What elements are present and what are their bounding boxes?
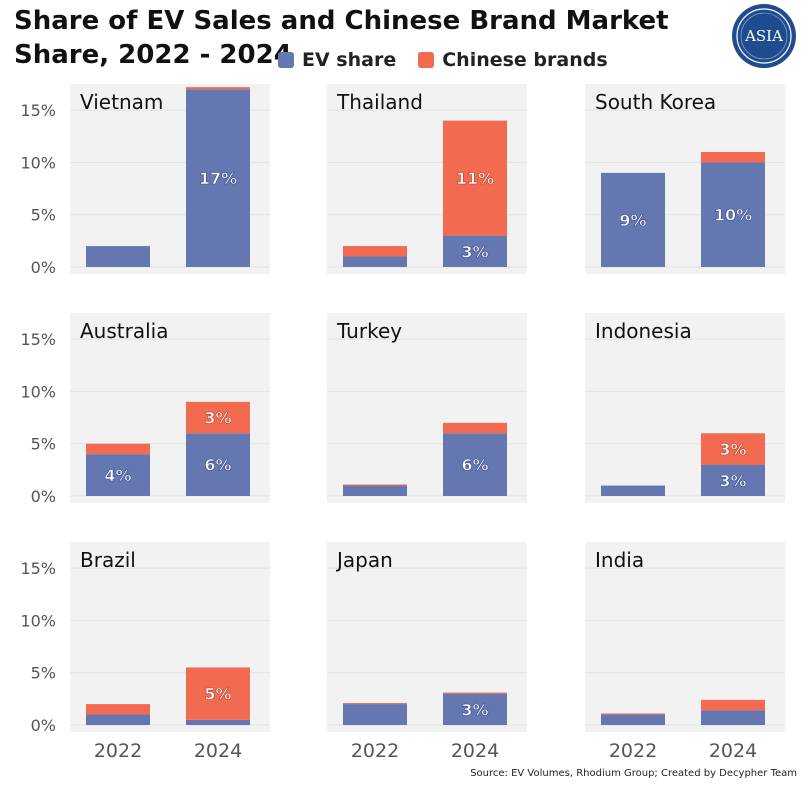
panel-title-turkey: Turkey — [336, 319, 402, 343]
y-tick-label-row2-15: 15% — [20, 559, 56, 578]
legend-swatch-chinese-brands — [418, 52, 435, 68]
legend-item-ev-share: EV share — [278, 49, 396, 71]
bar-chinese-brazil-2024 — [186, 667, 250, 720]
y-tick-label-row0-0: 0% — [31, 258, 56, 277]
panel-title-south-korea: South Korea — [595, 90, 716, 114]
bar-ev-vietnam-2022 — [86, 246, 150, 267]
x-tick-label-brazil-2022: 2022 — [94, 740, 142, 762]
x-tick-label-india-2022: 2022 — [609, 740, 657, 762]
bar-chinese-india-2024 — [701, 699, 765, 711]
data-label-ev-thailand-2024: 3% — [461, 242, 488, 261]
bar-ev-turkey-2022 — [343, 485, 407, 496]
bar-chinese-brazil-2022 — [86, 704, 150, 715]
bar-chinese-japan-2024 — [443, 692, 507, 694]
y-tick-label-row0-5: 5% — [31, 206, 56, 225]
legend-swatch-ev-share — [278, 52, 294, 68]
bar-chinese-thailand-2024 — [443, 120, 507, 236]
bar-chinese-turkey-2022 — [343, 484, 407, 486]
data-label-chinese-brazil-2024: 5% — [204, 685, 231, 704]
bar-ev-brazil-2022 — [86, 714, 150, 725]
bar-ev-india-2024 — [701, 710, 765, 725]
logo-text: ASIA — [744, 27, 783, 45]
asia-logo: ASIA — [732, 4, 796, 68]
legend-label-ev-share: EV share — [302, 49, 397, 71]
x-tick-label-japan-2022: 2022 — [351, 740, 399, 762]
data-label-chinese-indonesia-2024: 3% — [719, 440, 746, 459]
data-label-ev-indonesia-2024: 3% — [719, 471, 746, 490]
bar-ev-indonesia-2024 — [701, 464, 765, 496]
panel-title-india: India — [595, 548, 644, 572]
legend-item-chinese-brands: Chinese brands — [418, 49, 608, 71]
bar-chinese-indonesia-2024 — [701, 433, 765, 465]
bar-ev-australia-2024 — [186, 433, 250, 496]
legend: EV share Chinese brands — [278, 49, 608, 71]
bar-ev-south-korea-2022 — [601, 172, 665, 267]
data-label-ev-australia-2022: 4% — [104, 466, 131, 485]
panel-title-australia: Australia — [80, 319, 168, 343]
panel-title-brazil: Brazil — [80, 548, 136, 572]
bar-ev-vietnam-2024 — [186, 89, 250, 267]
data-label-ev-south-korea-2024: 10% — [714, 206, 752, 225]
data-label-ev-turkey-2024: 6% — [461, 456, 488, 475]
bar-ev-thailand-2022 — [343, 256, 407, 267]
source-note: Source: EV Volumes, Rhodium Group; Creat… — [470, 768, 797, 779]
y-tick-label-row1-15: 15% — [20, 330, 56, 349]
y-tick-label-row2-0: 0% — [31, 716, 56, 735]
data-label-chinese-australia-2024: 3% — [204, 409, 231, 428]
panel-title-japan: Japan — [335, 548, 393, 572]
bar-ev-south-korea-2024 — [701, 162, 765, 267]
y-tick-label-row1-10: 10% — [20, 382, 56, 401]
x-tick-label-japan-2024: 2024 — [451, 740, 499, 762]
data-label-ev-vietnam-2024: 17% — [199, 169, 237, 188]
y-tick-label-row1-0: 0% — [31, 487, 56, 506]
data-label-ev-japan-2024: 3% — [461, 700, 488, 719]
chart-title: Share of EV Sales and Chinese Brand Mark… — [14, 6, 669, 70]
y-tick-label-row2-5: 5% — [31, 664, 56, 683]
bar-chinese-australia-2024 — [186, 401, 250, 434]
data-label-chinese-thailand-2024: 11% — [456, 169, 494, 188]
y-tick-label-row1-5: 5% — [31, 435, 56, 454]
bar-ev-india-2022 — [601, 714, 665, 725]
x-tick-label-india-2024: 2024 — [709, 740, 757, 762]
legend-label-chinese-brands: Chinese brands — [442, 49, 608, 71]
bar-chinese-japan-2022 — [343, 703, 407, 705]
bar-ev-japan-2024 — [443, 693, 507, 725]
y-tick-label-row2-10: 10% — [20, 611, 56, 630]
y-tick-label-row0-10: 10% — [20, 153, 56, 172]
bar-ev-japan-2022 — [343, 704, 407, 725]
bar-ev-thailand-2024 — [443, 235, 507, 267]
bar-ev-brazil-2024 — [186, 719, 250, 725]
data-label-ev-australia-2024: 6% — [204, 456, 231, 475]
bar-chinese-south-korea-2024 — [701, 151, 765, 163]
panel-title-indonesia: Indonesia — [595, 319, 692, 343]
bar-chinese-turkey-2024 — [443, 422, 507, 434]
bar-chinese-india-2022 — [601, 713, 665, 715]
bar-ev-australia-2022 — [86, 454, 150, 496]
bar-chinese-vietnam-2024 — [186, 87, 250, 90]
bar-chinese-thailand-2022 — [343, 246, 407, 257]
y-tick-label-row0-15: 15% — [20, 101, 56, 120]
bar-ev-turkey-2024 — [443, 433, 507, 496]
bar-chinese-australia-2022 — [86, 443, 150, 455]
bar-ev-indonesia-2022 — [601, 485, 665, 496]
x-tick-label-brazil-2024: 2024 — [194, 740, 242, 762]
panel-title-vietnam: Vietnam — [80, 90, 163, 114]
panel-title-thailand: Thailand — [336, 90, 423, 114]
data-label-ev-south-korea-2022: 9% — [619, 211, 646, 230]
